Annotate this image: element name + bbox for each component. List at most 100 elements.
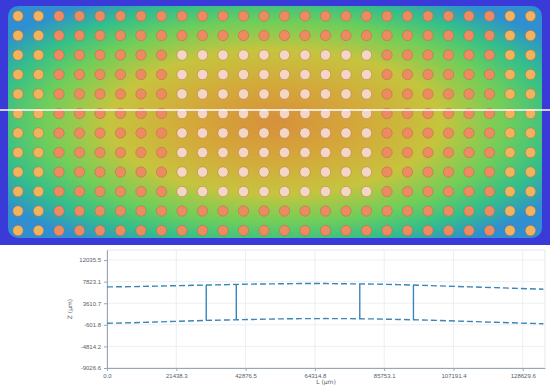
scan-hole (136, 11, 146, 21)
y-axis: -9026.6-4814.2-601.83610.77823.112035.5 (79, 251, 107, 372)
scan-hole (197, 147, 207, 157)
scan-hole (259, 225, 269, 235)
scan-hole (443, 30, 453, 40)
scan-hole (197, 225, 207, 235)
scan-hole (74, 225, 84, 235)
series-line (413, 285, 414, 320)
scan-hole (218, 167, 228, 177)
scan-hole (505, 69, 515, 79)
scan-hole (443, 167, 453, 177)
scan-hole (279, 128, 289, 138)
scan-hole (74, 11, 84, 21)
tick-mark (104, 325, 107, 326)
scan-hole (177, 30, 187, 40)
scan-hole (341, 128, 351, 138)
scan-hole (13, 128, 23, 138)
scan-hole (382, 50, 392, 60)
scan-hole (464, 167, 474, 177)
scan-hole (156, 206, 166, 216)
scan-hole (423, 186, 433, 196)
scan-hole (443, 69, 453, 79)
scan-hole (136, 167, 146, 177)
scan-hole (361, 11, 371, 21)
scan-hole (341, 11, 351, 21)
scan-hole (95, 128, 105, 138)
plot-area (107, 284, 543, 324)
grid-line (107, 346, 545, 347)
scan-hole (341, 30, 351, 40)
scan-hole (74, 167, 84, 177)
grid-line (107, 281, 545, 282)
scan-hole (54, 11, 64, 21)
scan-hole (341, 186, 351, 196)
scan-hole (218, 50, 228, 60)
tick-label: 107191.4 (441, 373, 467, 379)
scan-hole (320, 128, 330, 138)
scan-hole (136, 69, 146, 79)
grid-line (522, 250, 523, 368)
scan-hole (525, 186, 535, 196)
scan-hole (525, 206, 535, 216)
series-line (107, 319, 543, 324)
scan-hole (259, 89, 269, 99)
scan-hole (95, 186, 105, 196)
scan-hole (464, 147, 474, 157)
scan-hole (382, 147, 392, 157)
scan-hole (382, 89, 392, 99)
scan-hole (136, 186, 146, 196)
scan-hole (279, 89, 289, 99)
scan-hole (74, 186, 84, 196)
tick: 12035.5 (79, 257, 107, 263)
scan-hole (525, 69, 535, 79)
tick-mark (246, 368, 247, 371)
scan-hole (505, 186, 515, 196)
tick-label: 85753.1 (374, 373, 396, 379)
scan-hole (279, 11, 289, 21)
tick-label: 0.0 (103, 373, 112, 379)
y-axis-title: Z (µm) (66, 299, 74, 319)
scan-hole (484, 69, 494, 79)
scan-hole (464, 206, 474, 216)
series-line (206, 285, 207, 320)
scan-hole (13, 50, 23, 60)
scan-hole (505, 50, 515, 60)
scan-hole (279, 225, 289, 235)
scan-hole (218, 128, 228, 138)
scan-hole (423, 11, 433, 21)
scan-hole (361, 50, 371, 60)
scan-hole (33, 225, 43, 235)
scan-hole (361, 186, 371, 196)
scan-hole (361, 89, 371, 99)
scan-hole (218, 225, 228, 235)
scan-hole (300, 50, 310, 60)
scan-hole (443, 11, 453, 21)
scan-hole (505, 167, 515, 177)
scan-hole (505, 89, 515, 99)
scan-hole (238, 206, 248, 216)
series-line (359, 284, 360, 319)
scan-hole (484, 128, 494, 138)
scan-hole (279, 186, 289, 196)
scan-hole (320, 206, 330, 216)
scan-hole (300, 206, 310, 216)
scan-hole (115, 89, 125, 99)
scan-hole (341, 89, 351, 99)
scan-hole (423, 147, 433, 157)
scan-hole (33, 89, 43, 99)
scan-hole (402, 30, 412, 40)
scan-hole (33, 147, 43, 157)
scan-hole (54, 128, 64, 138)
tick-label: 42876.5 (235, 373, 257, 379)
grid (107, 250, 545, 368)
scan-hole (402, 206, 412, 216)
scan-hole (54, 50, 64, 60)
scan-hole (197, 11, 207, 21)
scan-hole (464, 128, 474, 138)
scan-hole (382, 69, 392, 79)
tick-label: 7823.1 (83, 279, 102, 285)
scan-hole (464, 69, 474, 79)
scan-hole (156, 128, 166, 138)
scan-hole (423, 225, 433, 235)
scan-hole (13, 186, 23, 196)
scan-hole (156, 167, 166, 177)
